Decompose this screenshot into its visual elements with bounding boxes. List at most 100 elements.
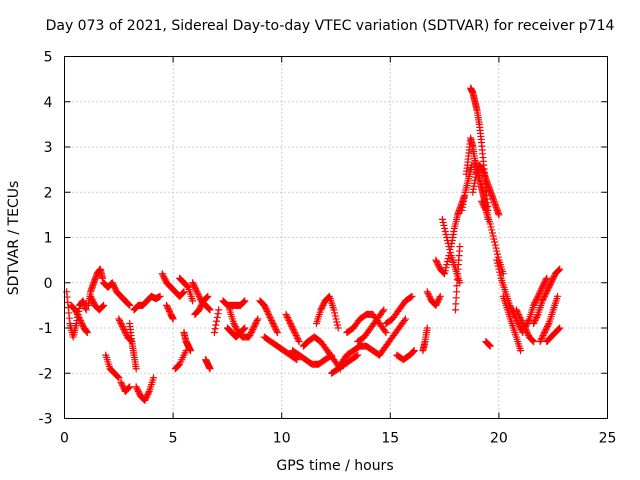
y-tick-label: -3 bbox=[39, 412, 53, 428]
series-arc-36 bbox=[393, 347, 418, 364]
data-point bbox=[524, 330, 532, 338]
data-point bbox=[548, 277, 556, 285]
data-point bbox=[453, 282, 461, 290]
series-arc-10 bbox=[132, 374, 158, 404]
data-point bbox=[517, 315, 525, 323]
series-arc-46 bbox=[469, 161, 503, 219]
data-point bbox=[99, 302, 107, 310]
data-point bbox=[494, 262, 502, 270]
data-point bbox=[533, 312, 541, 320]
data-point bbox=[540, 280, 548, 288]
data-point bbox=[87, 292, 95, 300]
data-point bbox=[164, 304, 172, 312]
data-point bbox=[486, 220, 494, 228]
data-point bbox=[203, 293, 211, 301]
series-arc-38 bbox=[423, 288, 444, 309]
data-point bbox=[204, 292, 212, 300]
data-point bbox=[485, 341, 493, 349]
y-tick-label: 4 bbox=[44, 95, 53, 111]
data-point bbox=[380, 306, 388, 314]
data-point bbox=[436, 292, 444, 300]
data-point bbox=[251, 321, 259, 329]
data-point bbox=[160, 273, 168, 281]
data-point bbox=[183, 282, 191, 290]
series-arc-53 bbox=[530, 265, 564, 327]
data-point bbox=[522, 322, 530, 330]
series-arc-4 bbox=[87, 292, 108, 314]
data-point bbox=[198, 300, 206, 308]
data-point bbox=[486, 342, 494, 350]
y-tick-label: 1 bbox=[44, 231, 53, 247]
data-point bbox=[190, 282, 198, 290]
data-point bbox=[284, 315, 292, 323]
data-point bbox=[111, 285, 119, 293]
data-point bbox=[535, 291, 543, 299]
data-point bbox=[124, 300, 132, 308]
data-point bbox=[114, 373, 122, 381]
data-point bbox=[433, 258, 441, 266]
data-point bbox=[495, 265, 503, 273]
data-point bbox=[249, 324, 257, 332]
data-point bbox=[554, 292, 562, 300]
data-point bbox=[426, 294, 434, 302]
data-point bbox=[262, 304, 270, 312]
data-point bbox=[541, 291, 549, 299]
data-point bbox=[318, 304, 326, 312]
series-arc-11 bbox=[130, 292, 164, 314]
data-point bbox=[87, 294, 95, 302]
data-point bbox=[134, 386, 142, 394]
data-point bbox=[540, 330, 548, 338]
data-point bbox=[289, 326, 297, 334]
data-point bbox=[110, 282, 118, 290]
data-point bbox=[434, 261, 442, 269]
data-point bbox=[539, 282, 547, 290]
data-point bbox=[247, 330, 255, 338]
data-point bbox=[292, 355, 300, 363]
data-point bbox=[332, 315, 340, 323]
data-point bbox=[119, 324, 127, 332]
data-point bbox=[193, 288, 201, 296]
data-point bbox=[354, 351, 362, 359]
data-point bbox=[541, 292, 549, 300]
data-point bbox=[544, 321, 552, 329]
data-point bbox=[538, 283, 546, 291]
data-point bbox=[478, 199, 486, 207]
data-point bbox=[283, 313, 291, 321]
series-arc-32 bbox=[343, 310, 390, 337]
data-point bbox=[530, 301, 538, 309]
data-point bbox=[547, 279, 555, 287]
data-point bbox=[125, 384, 133, 392]
data-point bbox=[546, 282, 554, 290]
data-point bbox=[481, 205, 489, 213]
data-point bbox=[99, 274, 107, 282]
data-point bbox=[540, 294, 548, 302]
data-point bbox=[432, 301, 440, 309]
data-point bbox=[409, 347, 417, 355]
data-point bbox=[261, 303, 269, 311]
data-point bbox=[530, 338, 538, 346]
data-point bbox=[317, 306, 325, 314]
data-point bbox=[194, 291, 202, 299]
series-arc-9 bbox=[126, 319, 140, 373]
data-point bbox=[120, 326, 128, 334]
data-point bbox=[410, 347, 418, 355]
data-point bbox=[192, 285, 200, 293]
x-axis-label: GPS time / hours bbox=[276, 458, 393, 474]
data-point bbox=[230, 319, 238, 327]
data-point bbox=[334, 324, 342, 332]
data-point bbox=[543, 324, 551, 332]
data-point bbox=[163, 303, 171, 311]
data-points bbox=[63, 84, 564, 404]
x-tick-label: 20 bbox=[490, 431, 508, 447]
data-point bbox=[270, 321, 278, 329]
data-point bbox=[379, 307, 387, 315]
y-tick-label: -2 bbox=[39, 366, 53, 382]
data-point bbox=[260, 301, 268, 309]
data-point bbox=[522, 321, 530, 329]
data-point bbox=[88, 295, 96, 303]
data-point bbox=[115, 315, 123, 323]
data-point bbox=[78, 319, 86, 327]
data-point bbox=[382, 329, 390, 337]
data-point bbox=[270, 322, 278, 330]
data-point bbox=[89, 297, 97, 305]
